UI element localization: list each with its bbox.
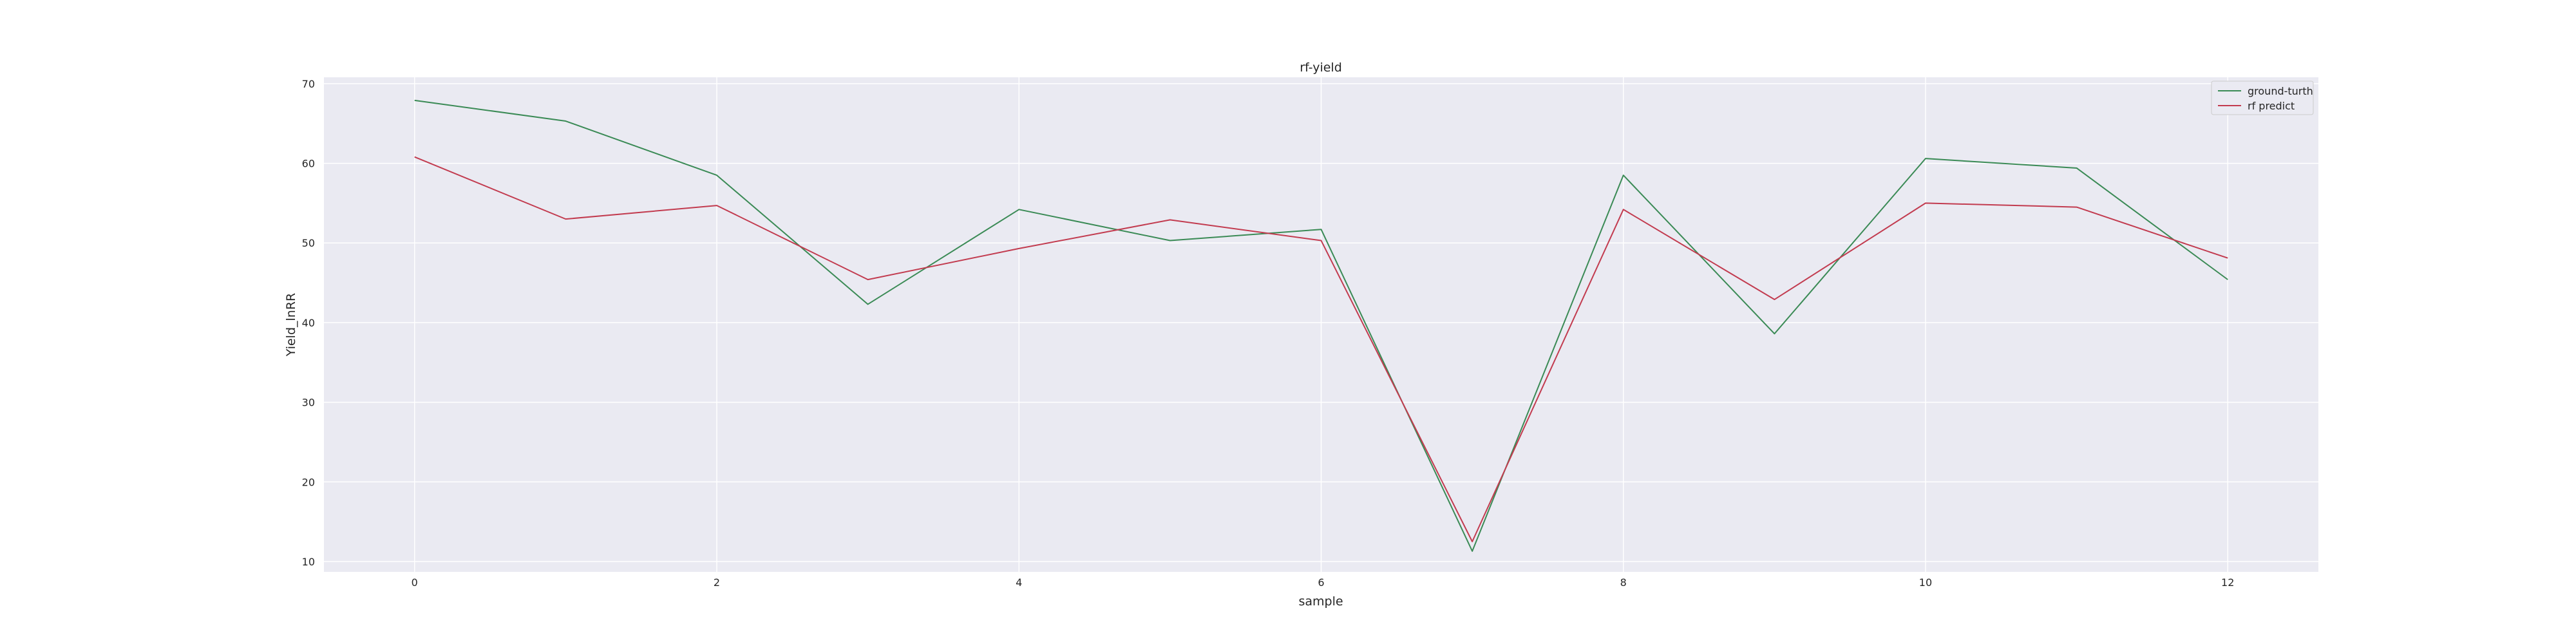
grid-lines bbox=[324, 77, 2318, 572]
x-tick-label: 6 bbox=[1318, 576, 1324, 589]
y-tick-label: 50 bbox=[302, 237, 315, 249]
x-tick-label: 8 bbox=[1620, 576, 1627, 589]
series-lines bbox=[414, 99, 2228, 552]
legend-label-ground-turth: ground-turth bbox=[2248, 85, 2313, 97]
tick-labels: 0 2 4 6 8 10 12 10 20 30 40 50 60 70 bbox=[302, 78, 2235, 589]
y-tick-label: 20 bbox=[302, 476, 315, 488]
x-tick-label: 10 bbox=[1919, 576, 1932, 589]
legend-label-rf-predict: rf predict bbox=[2248, 100, 2295, 112]
y-tick-label: 70 bbox=[302, 78, 315, 90]
y-axis-label: Yield_lnRR bbox=[284, 293, 298, 357]
chart-title: rf-yield bbox=[1300, 61, 1342, 75]
x-tick-label: 4 bbox=[1016, 576, 1022, 589]
y-tick-label: 40 bbox=[302, 317, 315, 329]
legend: ground-turth rf predict bbox=[2211, 80, 2314, 115]
y-tick-label: 60 bbox=[302, 158, 315, 170]
x-tick-label: 12 bbox=[2221, 576, 2234, 589]
x-axis-label: sample bbox=[1298, 594, 1343, 609]
y-tick-label: 30 bbox=[302, 397, 315, 409]
x-tick-label: 0 bbox=[412, 576, 418, 589]
x-tick-label: 2 bbox=[714, 576, 720, 589]
y-tick-label: 10 bbox=[302, 556, 315, 568]
